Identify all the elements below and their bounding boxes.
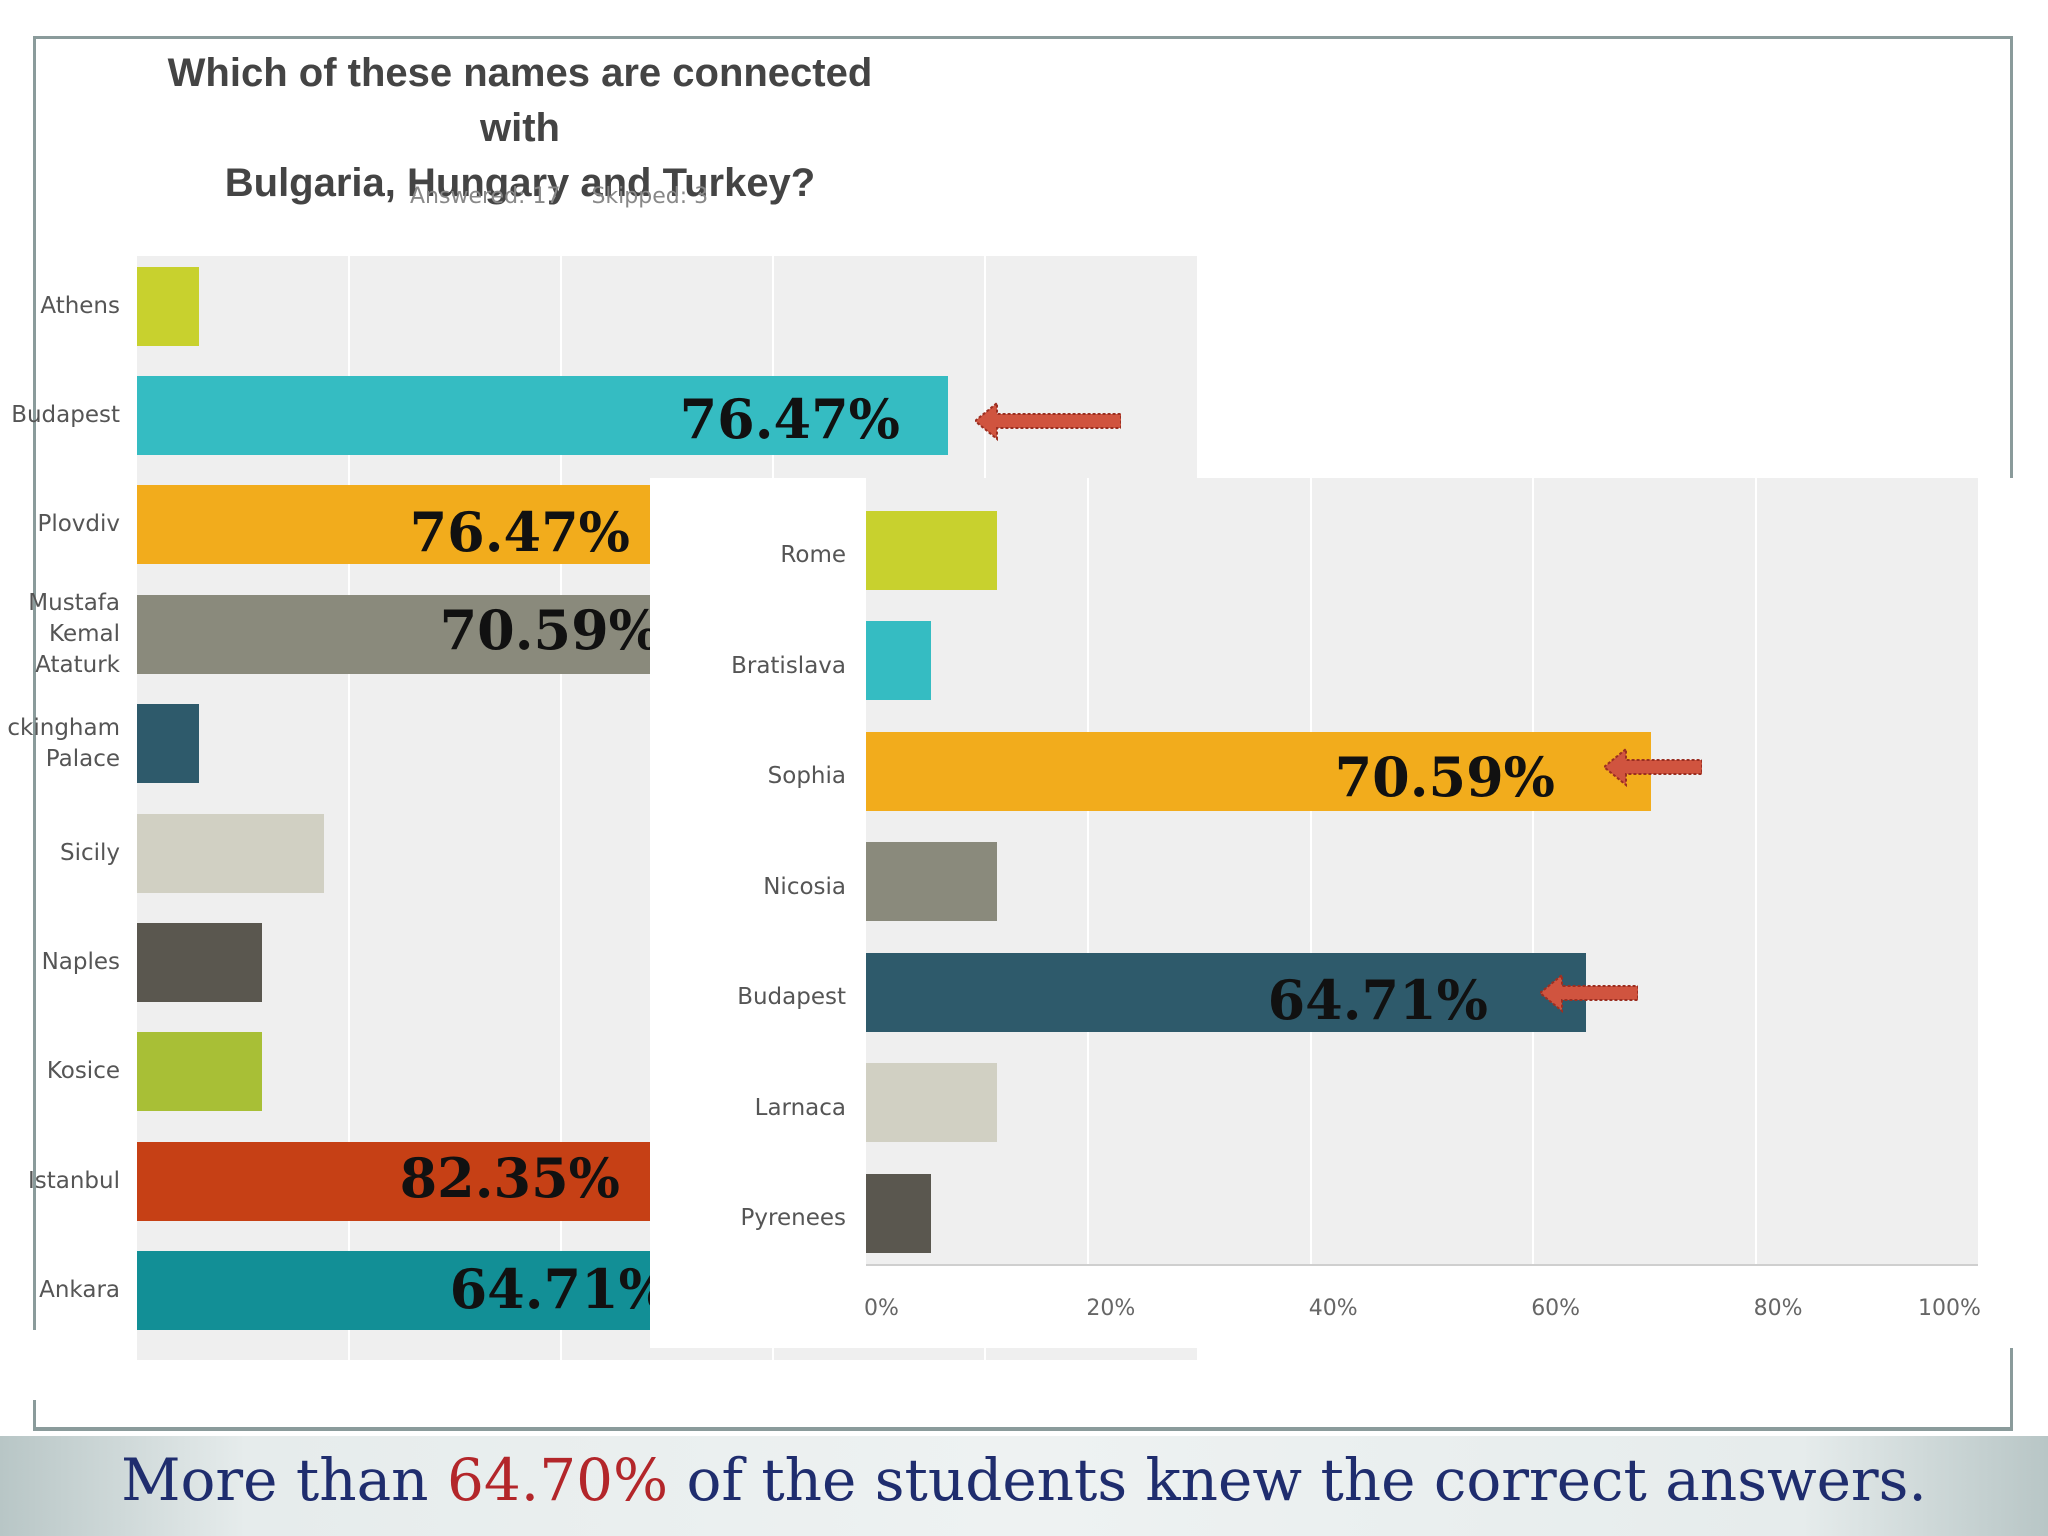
value-label-ankara: 64.71% [449,1257,670,1321]
answered-count: Answered: 17 [410,184,561,209]
arrow-budapest [1540,972,1638,1014]
bar-sicily [137,813,325,893]
x-tick-label: 60% [1531,1296,1581,1321]
bar-bratislava [866,621,932,700]
caption-suffix: of the students knew the correct answers… [668,1446,1927,1514]
bar-pyrenees [866,1173,932,1253]
gridline [348,256,350,1360]
caption-bar [0,1436,2048,1536]
bar-naples [137,922,262,1002]
bar-budapest [137,375,948,455]
arrow-sophia [1604,746,1702,788]
gridline [1087,478,1090,1266]
survey-title: Which of these names are connected with … [140,46,900,211]
category-label: Nicosia [763,873,846,900]
value-label-sophia: 70.59% [1334,745,1555,809]
category-label: Kosice [46,1058,120,1085]
frame-gap [28,1330,40,1400]
bar-sophia [866,731,1651,811]
x-tick-label: 100% [1918,1296,1981,1321]
bar-nicosia [866,842,997,921]
category-label: Ankara [39,1277,120,1304]
gridline [1532,478,1535,1266]
bar-kosice [137,1032,262,1112]
bar-rome [866,510,997,590]
category-label: Larnaca [754,1094,846,1121]
value-label-plovdiv: 76.47% [409,500,630,564]
category-label: Athens [40,292,120,319]
plot-background [866,478,1978,1266]
bar-budapest [866,952,1586,1032]
gridline [1309,478,1312,1266]
category-label: Mustafa Kemal Ataturk [28,589,120,678]
caption-text: More than 64.70% of the students knew th… [0,1446,2048,1514]
category-label: Plovdiv [37,511,120,538]
value-label-budapest: 76.47% [679,387,900,451]
gridline [1754,478,1757,1266]
category-label: ckingham Palace [7,714,120,772]
gridline [560,256,562,1360]
category-label: Sophia [767,763,846,789]
category-label: Rome [780,542,846,568]
category-label: Pyrenees [740,1205,846,1231]
category-label: Sicily [59,839,120,866]
category-label: Naples [41,948,120,975]
skipped-count: Skipped: 3 [591,184,709,209]
bar-ckingham-palace [137,704,200,784]
x-tick-label: 20% [1086,1296,1136,1321]
arrow-budapest [975,400,1121,442]
value-label-budapest: 64.71% [1267,968,1488,1032]
survey-title-line-1: Which of these names are connected with [167,51,873,150]
category-label: Istanbul [27,1167,120,1194]
category-label: Budapest [737,984,846,1010]
bar-athens [137,266,200,346]
x-axis-line [866,1264,1978,1266]
survey-title-line-2: Bulgaria, Hungary and Turkey? [224,161,816,205]
caption-highlight: 64.70% [446,1446,669,1514]
value-label-mustafa-kemal-ataturk: 70.59% [439,598,660,662]
survey-meta: Answered: 17 Skipped: 3 [410,184,732,209]
x-tick-label: 0% [864,1296,899,1321]
value-label-istanbul: 82.35% [399,1146,620,1210]
caption-prefix: More than [121,1446,447,1514]
x-tick-label: 80% [1753,1296,1803,1321]
x-tick-label: 40% [1308,1296,1358,1321]
category-label: Bratislava [731,652,846,679]
category-label: Budapest [11,401,120,428]
bar-larnaca [866,1063,997,1142]
